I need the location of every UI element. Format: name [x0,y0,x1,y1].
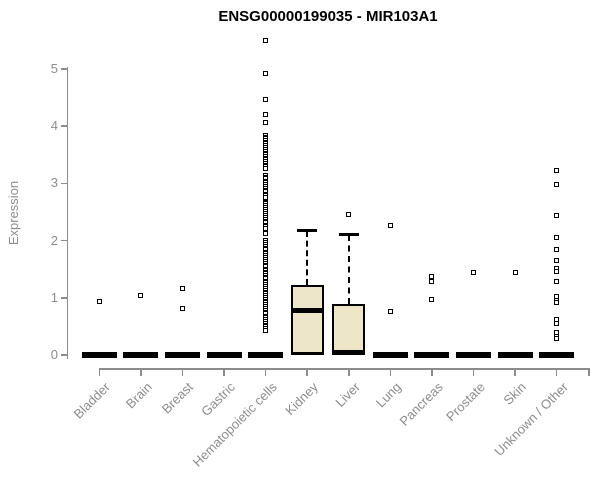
collapsed-box-at-zero [497,352,533,358]
y-tick-label: 0 [50,347,58,362]
collapsed-box-at-zero [123,352,159,358]
x-axis-tick [264,368,267,376]
outlier-point [554,300,560,306]
y-axis-line [66,67,68,359]
x-axis-tick [555,368,558,376]
outlier-point [554,268,560,274]
box [290,285,324,355]
collapsed-box-at-zero [456,352,492,358]
x-axis-tick [389,368,392,376]
outlier-point [554,279,560,285]
outlier-point [138,293,144,298]
y-axis-tick [61,239,67,242]
outlier-point [263,231,269,237]
outlier-point [554,182,560,188]
median-line [332,350,366,355]
whisker-line [306,230,309,286]
outlier-point [429,297,435,303]
collapsed-box-at-zero [81,352,117,358]
y-axis-label: Expression [6,180,21,246]
outlier-point [554,212,560,218]
outlier-point [346,212,352,218]
outlier-point [263,195,269,201]
y-axis-tick [61,297,67,299]
y-tick-label: 3 [50,175,58,191]
x-axis-tick [98,368,101,376]
whisker-cap [338,233,359,237]
collapsed-box-at-zero [206,352,242,358]
y-axis-tick [61,354,67,356]
outlier-point [179,305,185,311]
chart-title: ENSG00000199035 - MIR103A1 [218,8,438,25]
collapsed-box-at-zero [248,352,284,358]
outlier-point [554,321,560,327]
outlier-point [96,299,102,305]
collapsed-box-at-zero [372,352,408,358]
collapsed-box-at-zero [414,352,450,358]
y-tick-label: 4 [50,118,58,134]
x-axis-tick [514,368,516,376]
outlier-point [512,270,518,276]
collapsed-box-at-zero [539,352,575,358]
outlier-point [263,226,269,232]
outlier-point [554,168,560,174]
x-axis-tick [181,368,184,376]
x-axis-tick [223,368,225,376]
outlier-point [263,71,269,77]
outlier-point [387,309,393,315]
outlier-point [554,258,560,264]
whisker-line [347,234,350,304]
outlier-point [263,97,269,103]
outlier-point [554,336,560,342]
collapsed-box-at-zero [164,352,200,358]
y-axis-tick [61,68,67,70]
outlier-point [554,235,560,241]
x-axis-tick [348,368,350,376]
outlier-point [429,273,435,279]
outlier-point [429,279,435,285]
whisker-cap [297,229,318,233]
outlier-point [471,270,477,276]
outlier-point [263,112,269,118]
outlier-point [263,166,269,172]
y-axis-tick [61,125,67,127]
x-axis-tick [472,368,475,376]
outlier-point [554,246,560,252]
y-tick-label: 5 [50,61,58,76]
y-axis-tick [61,182,67,185]
y-tick-label: 2 [50,232,58,248]
median-line [290,308,324,314]
outlier-point [263,328,269,334]
x-axis-tick [431,368,433,376]
x-axis-tick [306,368,308,376]
x-axis-tick [140,368,142,376]
y-tick-label: 1 [50,289,58,305]
x-axis-end-tick [588,368,590,376]
outlier-point [263,120,269,126]
box [332,303,366,355]
outlier-point [263,38,269,44]
outlier-point [179,285,185,291]
x-axis-line [99,368,590,370]
outlier-point [387,223,393,229]
